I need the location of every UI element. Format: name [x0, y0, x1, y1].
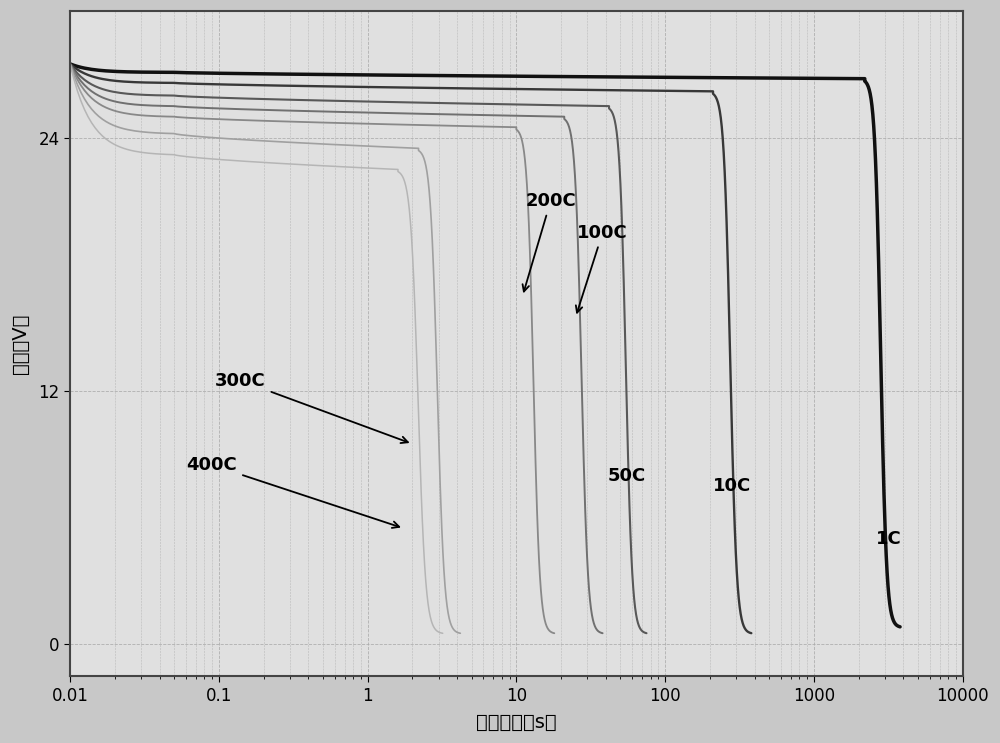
Text: 100C: 100C [576, 224, 628, 313]
Text: 50C: 50C [607, 467, 646, 484]
Y-axis label: 电压（V）: 电压（V） [11, 314, 30, 374]
Text: 400C: 400C [187, 456, 399, 528]
Text: 1C: 1C [876, 530, 902, 548]
Text: 300C: 300C [215, 372, 408, 443]
Text: 10C: 10C [712, 477, 751, 495]
Text: 200C: 200C [523, 192, 576, 291]
X-axis label: 放电时间（s）: 放电时间（s） [476, 713, 557, 732]
